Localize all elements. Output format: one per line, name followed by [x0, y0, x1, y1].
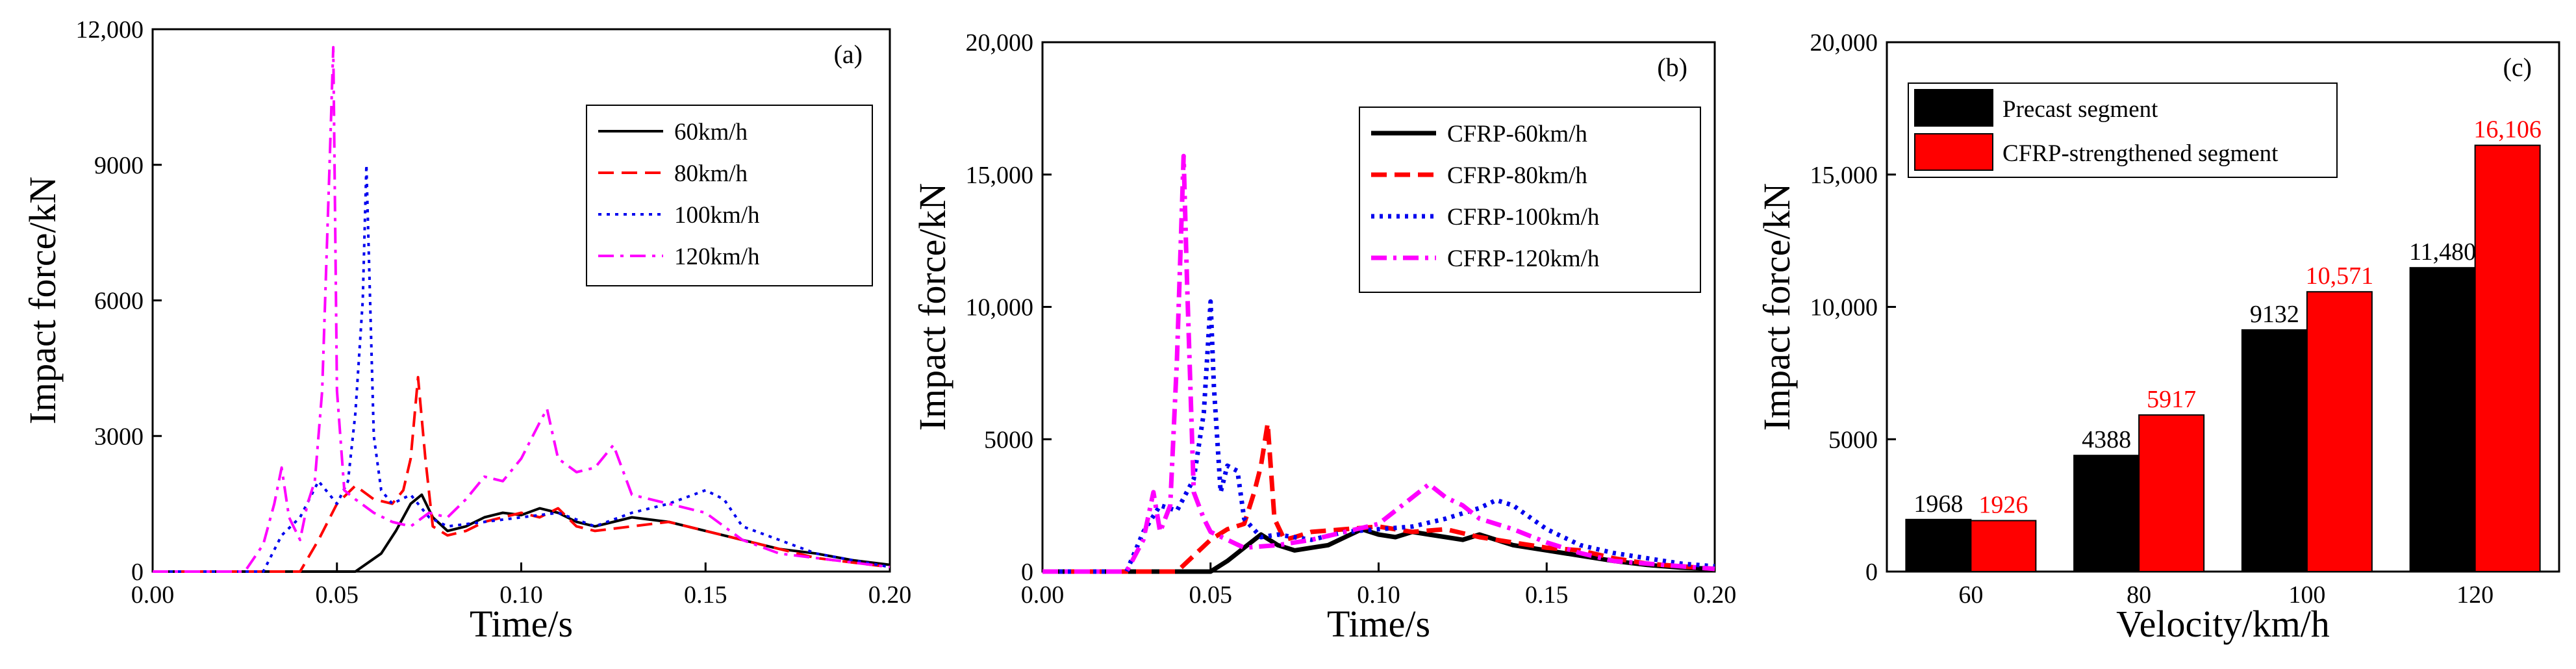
chart-panel-2: 0 5000 10,000 15,000 20,000 0.00 0.05 0.10 0.15 0… — [911, 29, 1736, 645]
x-tick-label: 80 — [2127, 581, 2151, 609]
x-axis-title: Time/s — [1327, 603, 1430, 645]
legend: 60km/h 80km/h 100km/h 120km/h — [586, 105, 873, 286]
y-tick-label: 9000 — [94, 152, 144, 179]
bar-value-label: 9132 — [2250, 301, 2299, 328]
y-tick-label: 6000 — [94, 288, 144, 315]
legend-label: 80km/h — [674, 160, 748, 187]
legend-label: Precast segment — [2002, 96, 2158, 123]
y-axis-title: Impact force/kN — [911, 183, 953, 431]
series-line-4 — [153, 45, 890, 573]
x-tick-label: 0.15 — [684, 581, 727, 609]
legend-label: 100km/h — [674, 202, 760, 229]
y-tick-label: 0 — [131, 559, 144, 586]
panel-label: (b) — [1657, 53, 1687, 82]
x-tick-label: 60 — [1958, 581, 1983, 609]
y-tick-label: 3000 — [94, 423, 144, 450]
y-tick-label: 15,000 — [1810, 162, 1878, 189]
x-tick-label: 0.20 — [868, 581, 912, 609]
series-line-2 — [1042, 421, 1715, 574]
legend-label: 120km/h — [674, 244, 760, 270]
bar-cfrp-120 — [2474, 144, 2541, 573]
bar-cfrp-100 — [2306, 291, 2373, 572]
series-line-1 — [153, 493, 890, 573]
legend-label: CFRP-100km/h — [1447, 204, 1600, 231]
bar-precast-80 — [2073, 455, 2140, 573]
bar-value-label: 16,106 — [2473, 116, 2542, 144]
legend-label: 60km/h — [674, 119, 748, 145]
bar-value-label: 1926 — [1978, 492, 2028, 519]
series-line-4 — [1042, 153, 1715, 574]
x-tick-label: 0.10 — [1357, 581, 1400, 609]
series-line-3 — [153, 163, 890, 573]
panel-label: (c) — [2503, 53, 2532, 82]
bar-value-label: 11,480 — [2409, 238, 2476, 266]
bar-value-label: 5917 — [2147, 386, 2196, 413]
y-axis-title: Impact force/kN — [21, 177, 64, 425]
bar-precast-100 — [2241, 329, 2308, 572]
legend-swatch — [1914, 133, 1993, 171]
y-tick-label: 0 — [1865, 559, 1878, 586]
x-tick-label: 120 — [2456, 581, 2494, 609]
bar-value-label: 1968 — [1913, 490, 1963, 518]
x-tick-label: 0.05 — [1189, 581, 1233, 609]
legend-label: CFRP-strengthened segment — [2002, 140, 2279, 167]
legend-label: CFRP-60km/h — [1447, 121, 1587, 147]
y-axis-title: Impact force/kN — [1756, 183, 1798, 431]
bar-cfrp-60 — [1970, 520, 2037, 572]
x-tick-label: 0.20 — [1693, 581, 1737, 609]
x-tick-label: 0.00 — [131, 581, 175, 609]
x-tick-label: 0.00 — [1021, 581, 1065, 609]
y-tick-label: 20,000 — [1810, 29, 1878, 57]
bar-value-label: 4388 — [2082, 426, 2131, 453]
chart-panel-1: 0 3000 6000 9000 12,000 0.00 0.05 0.10 0.15 0.20 6… — [21, 16, 911, 645]
y-tick-label: 20,000 — [966, 29, 1034, 57]
y-tick-label: 0 — [1021, 559, 1033, 586]
x-tick-label: 0.05 — [316, 581, 359, 609]
y-tick-label: 5000 — [984, 426, 1033, 453]
x-tick-label: 100 — [2288, 581, 2325, 609]
legend-box — [1359, 107, 1701, 293]
series-line-3 — [1042, 299, 1715, 574]
y-tick-label: 5000 — [1828, 426, 1878, 453]
y-tick-label: 10,000 — [1810, 294, 1878, 322]
legend-label: CFRP-120km/h — [1447, 246, 1600, 272]
bar-cfrp-80 — [2138, 414, 2205, 573]
x-tick-label: 0.15 — [1525, 581, 1569, 609]
legend: CFRP-60km/h CFRP-80km/h CFRP-100km/h CFRP-1… — [1359, 107, 1701, 293]
y-tick-label: 10,000 — [966, 294, 1034, 322]
legend: Precast segment CFRP-strengthened segment — [1908, 82, 2338, 178]
panel-label: (a) — [834, 40, 863, 69]
y-tick-label: 12,000 — [76, 16, 144, 44]
legend-label: CFRP-80km/h — [1447, 162, 1587, 189]
chart-panel-3: 0 5000 10,000 15,000 20,000 60 1968 1926 80 4388 5… — [1756, 29, 2560, 645]
bar-precast-120 — [2409, 267, 2476, 572]
series-line-2 — [153, 375, 890, 573]
x-tick-label: 0.10 — [499, 581, 543, 609]
y-tick-label: 15,000 — [966, 162, 1034, 189]
x-axis-title: Time/s — [470, 603, 573, 645]
series-line-1 — [1042, 527, 1715, 574]
bar-value-label: 10,571 — [2306, 262, 2374, 290]
x-axis-title: Velocity/km/h — [2116, 603, 2330, 645]
legend-swatch — [1914, 89, 1993, 127]
bar-precast-60 — [1905, 518, 1972, 573]
